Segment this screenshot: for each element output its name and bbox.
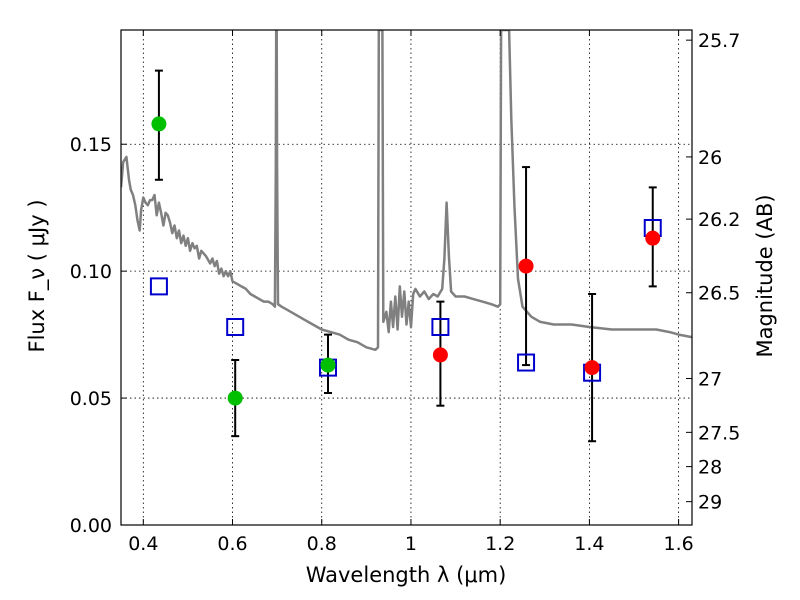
y2-tick-label: 25.7 [698,30,740,52]
model-photometry-square [149,277,168,296]
model-photometry-square [431,318,450,336]
observed-flux-point [227,390,243,406]
y2-tick-label: 26.5 [698,283,740,305]
y-tick-label: 0.05 [70,388,112,410]
x-tick-label: 1.6 [664,533,694,555]
y-tick-label: 0.10 [70,261,112,283]
x-tick-label: 0.6 [217,533,247,555]
observed-flux-point [645,230,661,246]
observed-flux-point [432,347,448,363]
y2-axis-label: Magnitude (AB) [753,194,777,357]
y2-tick-label: 28 [698,457,722,479]
y2-tick-label: 29 [698,492,722,514]
y2-tick-label: 27 [698,369,722,391]
model-spectrum-line [121,30,692,352]
observed-flux-point [584,360,600,376]
x-tick-label: 1 [405,533,417,555]
y-axis-label: Flux F_ν ( μJy ) [25,199,50,352]
x-tick-label: 0.4 [128,533,158,555]
model-photometry-square [226,318,245,336]
y2-tick-label: 26.2 [698,209,740,231]
x-axis-label: Wavelength λ (μm) [306,563,507,587]
plot-frame [120,29,693,526]
axis-ticks: 0.4 0.6 0.8 1 1.2 1.4 1.6 0.00 0.05 0.10 0.15 25.7 2… [70,30,740,555]
x-tick-label: 1.2 [485,533,515,555]
model-photometry-square [517,353,536,372]
x-tick-label: 1.4 [574,533,604,555]
observed-flux-point [518,258,534,274]
observed-flux-point [320,357,336,373]
y2-tick-label: 27.5 [698,422,740,444]
plot-area [121,30,692,443]
y-tick-label: 0.15 [70,134,112,156]
observed-flux-point [151,116,167,132]
y-tick-label: 0.00 [70,515,112,537]
grid-lines [121,30,692,525]
x-tick-label: 0.8 [307,533,337,555]
y2-tick-label: 26 [698,147,722,169]
